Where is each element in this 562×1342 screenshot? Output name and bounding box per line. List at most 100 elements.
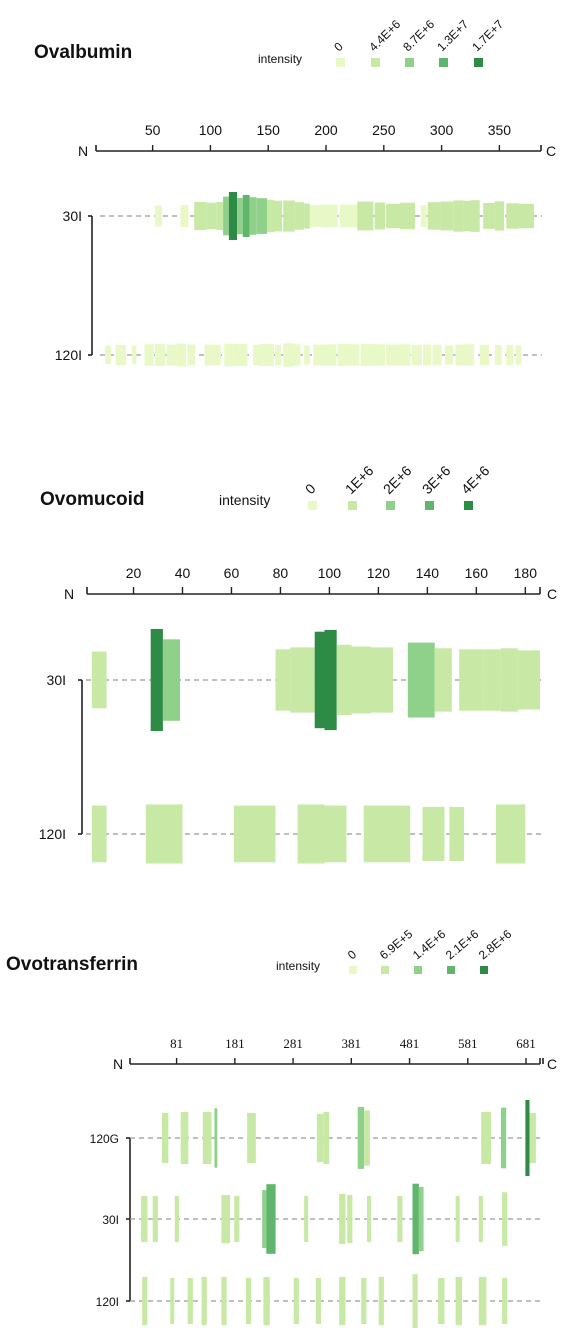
peptide-segment: [373, 344, 385, 366]
legend-label: intensity: [219, 492, 270, 508]
peptide-segment: [438, 1277, 445, 1324]
peptide-segment: [494, 201, 504, 231]
peptide-segment: [187, 1277, 193, 1324]
axis-tick-label: 481: [400, 1036, 420, 1051]
axis-tick-label: 681: [516, 1036, 536, 1051]
peptide-segment: [483, 649, 501, 711]
peptide-segment: [455, 344, 464, 366]
peptide-segment: [339, 204, 358, 228]
legend-level-label: 6.9E+5: [377, 927, 416, 963]
axis-tick-label: 140: [416, 565, 440, 581]
peptide-segment: [326, 344, 337, 366]
chart-panel-ovalbumin: Ovalbumin intensity 0 4.4E+68.7E+61.3E+71.7…: [34, 17, 556, 367]
track-label: 30I: [63, 208, 82, 224]
peptide-segment: [313, 344, 326, 366]
peptide-segment: [412, 1274, 418, 1328]
peptide-segment: [242, 195, 250, 237]
chart-title: Ovotransferrin: [6, 954, 138, 975]
peptide-segment: [363, 805, 411, 863]
legend-swatch: [381, 966, 389, 974]
peptide-segment: [455, 1276, 462, 1326]
chart-panel-ovotransferrin: Ovotransferrin intensity 0 6.9E+51.4E+62.1E…: [6, 927, 557, 1328]
peptide-segment: [502, 1192, 508, 1246]
axis-n-terminus-label: N: [64, 586, 74, 602]
legend-swatch: [349, 966, 357, 974]
legend-level-label: 1.4E+6: [410, 927, 449, 963]
axis-tick-label: 120: [367, 565, 391, 581]
track-120i: 120I: [39, 804, 544, 864]
peptide-segment: [397, 344, 411, 366]
legend-swatch: [336, 58, 345, 67]
peptide-segment: [323, 1112, 330, 1164]
axis-tick-label: 350: [488, 122, 512, 138]
peptide-segment: [434, 648, 452, 712]
sequence-axis: N C 20 40 60 80 100 120 140 160 180: [64, 565, 557, 602]
peptide-segment: [478, 1195, 483, 1242]
peptide-segment: [427, 202, 441, 230]
peptide-segment: [412, 1183, 419, 1255]
peptide-segment: [275, 344, 281, 366]
peptide-segment: [339, 1276, 346, 1326]
peptide-segment: [247, 1112, 256, 1164]
peptide-segment: [201, 1276, 207, 1326]
peptide-segment: [304, 203, 310, 229]
axis-tick-label: 80: [273, 565, 289, 581]
peptide-segment: [283, 343, 294, 367]
peptide-segment: [357, 201, 374, 231]
peptide-segment: [290, 647, 315, 713]
peptide-segment: [170, 1277, 175, 1324]
peptide-segment: [386, 344, 398, 366]
sequence-axis: N C 50 100 150 200 250 300 350: [78, 122, 556, 159]
peptide-segment: [233, 805, 276, 863]
legend-level-label: 2.1E+6: [443, 927, 482, 963]
peptide-segment: [216, 202, 224, 230]
peptide-segment: [304, 345, 310, 365]
peptide-segment: [267, 199, 274, 233]
peptide-segment: [249, 197, 257, 235]
legend-level-label: 1.3E+7: [434, 17, 471, 54]
peptide-segment: [445, 345, 454, 365]
peptide-segment: [518, 650, 540, 710]
peptide-segment: [432, 344, 442, 366]
peptide-segment: [529, 1112, 536, 1164]
peptide-segment: [351, 646, 372, 714]
peptide-segment: [470, 200, 480, 232]
peptide-segment: [152, 1195, 158, 1242]
intensity-legend: intensity 0 6.9E+51.4E+62.1E+62.8E+6: [276, 927, 515, 974]
peptide-segment: [245, 1277, 252, 1324]
peptide-segment: [364, 1110, 370, 1166]
peptide-segment: [463, 344, 474, 366]
peptide-segment: [275, 649, 291, 711]
track-label: 120I: [39, 826, 66, 842]
peptide-segment: [371, 647, 393, 713]
peptide-segment: [459, 649, 484, 711]
peptide-segment: [262, 1190, 267, 1249]
peptide-segment: [142, 1276, 148, 1326]
axis-tick-label: 180: [514, 565, 538, 581]
sequence-axis: N C 81 181 281 381 481 581 681: [113, 1036, 557, 1072]
intensity-legend: intensity 0 4.4E+68.7E+61.3E+71.7E+7: [258, 17, 506, 67]
peptide-segment: [253, 344, 259, 366]
peptide-segment: [91, 805, 107, 863]
peptide-segment: [506, 344, 514, 366]
peptide-segment: [166, 344, 177, 366]
peptide-segment: [519, 203, 534, 229]
axis-tick-label: 181: [225, 1036, 245, 1051]
peptide-segment: [266, 1184, 276, 1254]
legend-swatch: [474, 58, 483, 67]
peptide-segment: [144, 344, 154, 366]
peptide-segment: [176, 343, 187, 367]
intensity-legend: intensity 0 1E+6 2E+6 3E+6 4E+6: [219, 462, 493, 510]
peptide-segment: [256, 198, 268, 234]
peptide-segment: [297, 804, 325, 864]
peptide-segment: [237, 197, 243, 235]
peptide-segment: [423, 344, 432, 366]
peptide-segment: [154, 205, 162, 227]
peptide-segment: [294, 202, 304, 230]
peptide-segment: [274, 200, 283, 232]
track-120i: 120I: [55, 343, 542, 367]
peptide-segment: [309, 205, 322, 227]
peptide-segment: [207, 202, 217, 230]
axis-tick-label: 381: [342, 1036, 362, 1051]
